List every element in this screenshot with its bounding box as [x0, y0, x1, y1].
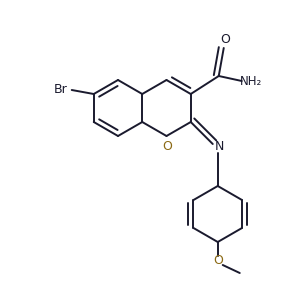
- Text: O: O: [213, 255, 223, 267]
- Text: O: O: [163, 140, 173, 152]
- Text: O: O: [220, 32, 230, 46]
- Text: NH₂: NH₂: [240, 74, 262, 88]
- Text: N: N: [215, 140, 224, 152]
- Text: Br: Br: [54, 83, 68, 95]
